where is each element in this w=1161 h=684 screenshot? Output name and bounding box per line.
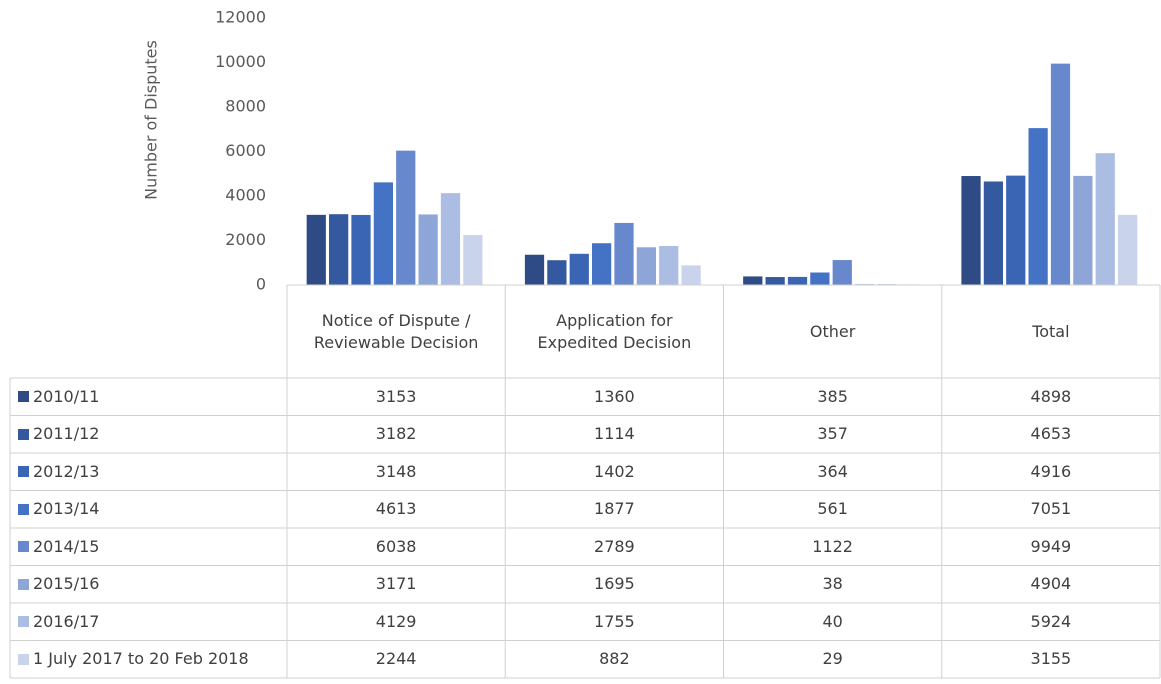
legend-label: 2011/12 — [33, 424, 100, 444]
bar — [396, 150, 416, 285]
bar — [636, 247, 656, 285]
table-value: 6038 — [375, 536, 417, 556]
bar — [961, 176, 981, 285]
bar — [306, 214, 326, 285]
table-value: 882 — [599, 649, 630, 669]
legend-key — [18, 653, 29, 665]
table-value: 357 — [817, 424, 848, 444]
table-value: 1695 — [594, 574, 635, 594]
table-value: 38 — [822, 574, 843, 594]
table-value: 1360 — [594, 386, 635, 406]
table-value: 3155 — [1030, 649, 1072, 669]
bar — [659, 245, 679, 285]
table-value: 4653 — [1030, 424, 1072, 444]
bar — [463, 235, 483, 285]
y-tick-label: 8000 — [225, 97, 266, 116]
table-value: 364 — [817, 461, 848, 481]
legend-label: 2013/14 — [33, 499, 100, 519]
legend-entry: 2011/12 — [10, 416, 287, 454]
bar — [373, 182, 393, 285]
bar — [329, 214, 349, 285]
legend-label: 2014/15 — [33, 536, 100, 556]
bar — [351, 214, 371, 285]
table-value: 1877 — [594, 499, 635, 519]
legend-label: 1 July 2017 to 20 Feb 2018 — [33, 649, 249, 669]
table-value: 29 — [822, 649, 843, 669]
bar — [832, 260, 852, 285]
category-label: Notice of Dispute / Reviewable Decision — [313, 310, 479, 352]
table-value: 1114 — [594, 424, 635, 444]
bar — [569, 253, 589, 285]
legend-key — [18, 466, 29, 478]
table-value: 4898 — [1030, 386, 1072, 406]
legend-key — [18, 541, 29, 553]
legend-entry: 2015/16 — [10, 566, 287, 604]
table-value: 9949 — [1030, 536, 1072, 556]
bar — [524, 254, 545, 285]
legend-label: 2015/16 — [33, 574, 100, 594]
table-value: 40 — [822, 611, 843, 631]
table-value: 5924 — [1030, 611, 1072, 631]
y-axis-label: Number of Disputes — [142, 40, 161, 200]
bar — [547, 260, 567, 285]
y-tick-label: 4000 — [225, 186, 266, 205]
bar — [440, 193, 461, 285]
table-value: 2789 — [594, 536, 635, 556]
legend-key — [18, 428, 29, 440]
bar — [1117, 214, 1138, 285]
bar — [1028, 128, 1048, 285]
legend-entry: 2016/17 — [10, 603, 287, 641]
bar — [614, 222, 634, 285]
y-tick-label: 0 — [256, 275, 266, 294]
legend-label: 2016/17 — [33, 611, 100, 631]
bar — [1073, 175, 1093, 285]
category-label: Other — [809, 321, 856, 341]
table-value: 3148 — [375, 461, 417, 481]
table-value: 4129 — [375, 611, 417, 631]
bar — [1006, 175, 1026, 285]
table-value: 561 — [817, 499, 848, 519]
bar — [983, 181, 1004, 285]
bar — [592, 243, 612, 285]
bar — [810, 272, 830, 285]
y-tick-label: 6000 — [225, 141, 266, 160]
table-value: 3182 — [375, 424, 417, 444]
category-label: Total — [1032, 321, 1070, 341]
table-value: 7051 — [1030, 499, 1072, 519]
bar — [787, 276, 808, 285]
legend-label: 2010/11 — [33, 386, 100, 406]
y-tick-label: 10000 — [215, 52, 266, 71]
table-value: 385 — [817, 386, 848, 406]
category-label: Application for Expedited Decision — [537, 310, 692, 352]
y-tick-label: 12000 — [215, 8, 266, 27]
bar — [418, 214, 438, 285]
table-value: 1122 — [812, 536, 853, 556]
table-value: 1402 — [594, 461, 635, 481]
legend-entry: 1 July 2017 to 20 Feb 2018 — [10, 641, 287, 679]
bar — [1050, 63, 1071, 285]
table-value: 3171 — [375, 574, 417, 594]
bar — [681, 265, 701, 285]
legend-key — [18, 391, 29, 403]
table-value: 4904 — [1030, 574, 1072, 594]
bar — [743, 276, 763, 285]
table-value: 4613 — [375, 499, 417, 519]
table-value: 3153 — [375, 386, 417, 406]
legend-entry: 2014/15 — [10, 528, 287, 566]
bar — [765, 277, 785, 285]
legend-key — [18, 578, 29, 590]
bar — [1095, 153, 1115, 285]
legend-label: 2012/13 — [33, 461, 100, 481]
legend-key — [18, 503, 29, 515]
table-value: 4916 — [1030, 461, 1072, 481]
table-value: 1755 — [594, 611, 635, 631]
legend-entry: 2012/13 — [10, 453, 287, 491]
table-value: 2244 — [375, 649, 417, 669]
y-tick-label: 2000 — [225, 230, 266, 249]
legend-entry: 2010/11 — [10, 378, 287, 416]
legend-key — [18, 616, 29, 628]
legend-entry: 2013/14 — [10, 491, 287, 529]
